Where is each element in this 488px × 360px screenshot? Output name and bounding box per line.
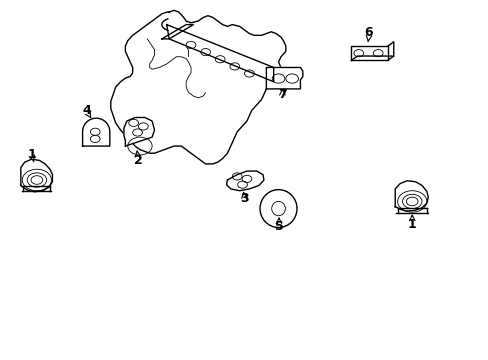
Polygon shape <box>162 24 193 39</box>
Text: 6: 6 <box>364 26 372 39</box>
Polygon shape <box>111 10 285 164</box>
Polygon shape <box>351 46 387 60</box>
Polygon shape <box>394 181 427 211</box>
Text: 7: 7 <box>278 88 286 101</box>
Text: 2: 2 <box>134 154 142 167</box>
Text: 4: 4 <box>82 104 91 117</box>
Polygon shape <box>226 171 264 191</box>
Polygon shape <box>21 159 52 192</box>
Polygon shape <box>82 118 110 146</box>
Polygon shape <box>123 117 154 146</box>
Text: 1: 1 <box>407 218 416 231</box>
Text: 1: 1 <box>27 148 36 162</box>
Polygon shape <box>166 24 273 82</box>
Text: 5: 5 <box>275 220 284 233</box>
Text: 3: 3 <box>240 192 248 205</box>
Polygon shape <box>266 67 302 89</box>
